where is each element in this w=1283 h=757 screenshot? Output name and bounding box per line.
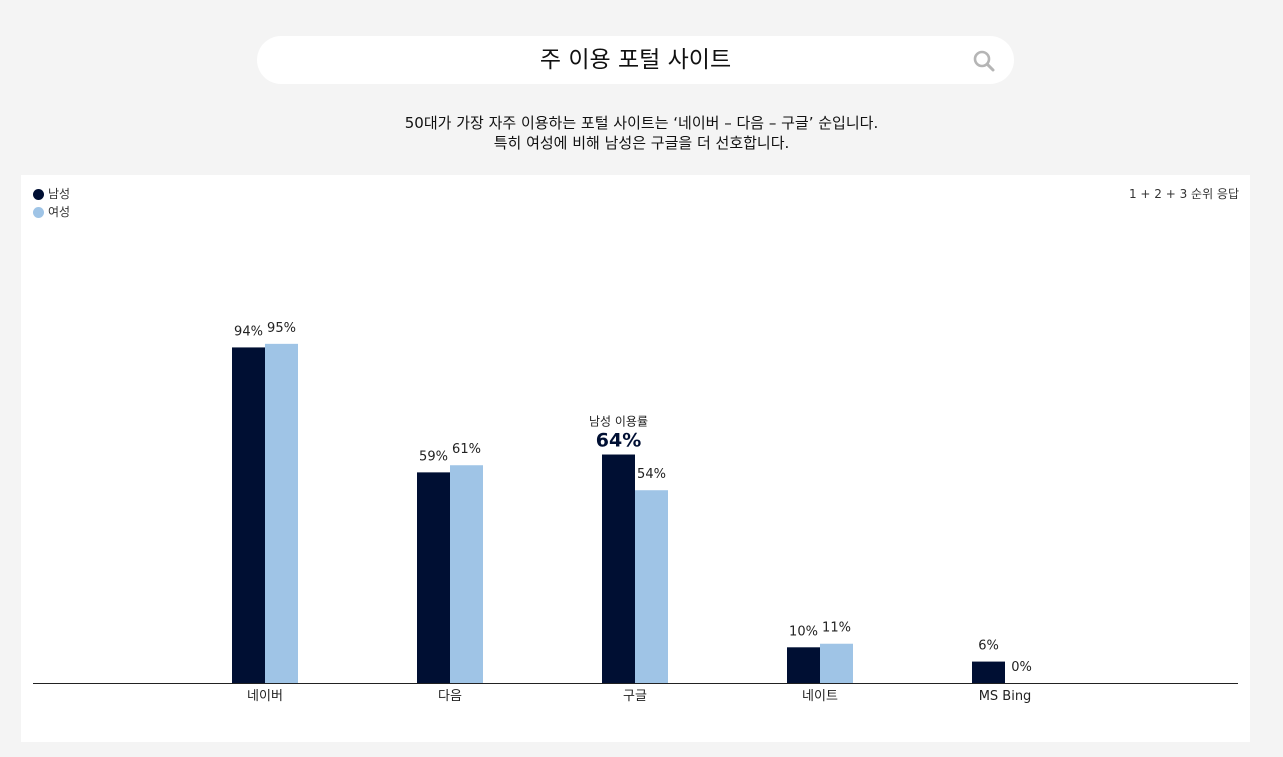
chart-description: 50대가 가장 자주 이용하는 포털 사이트는 ‘네이버 – 다음 – 구글’ … <box>0 113 1283 153</box>
legend-label-female: 여성 <box>48 205 71 219</box>
legend-item-male: 남성 <box>33 185 70 203</box>
data-label-bing-male: 6% <box>978 639 999 654</box>
tick-label-naver: 네이버 <box>247 689 283 704</box>
data-label-daum-female: 61% <box>452 442 481 457</box>
bar-daum-male <box>417 472 450 683</box>
highlight-value-label: 64% <box>596 430 641 452</box>
legend-item-female: 여성 <box>33 203 70 221</box>
chart-legend: 남성 여성 <box>33 185 70 221</box>
chart-panel: 남성 여성 1 + 2 + 3 순위 응답 94% 95% 네이버 59% 61% 다음 남… <box>21 175 1250 742</box>
data-label-naver-female: 95% <box>267 321 296 336</box>
legend-swatch-male <box>33 188 44 200</box>
legend-swatch-female <box>33 206 44 218</box>
data-label-google-female: 54% <box>637 467 666 482</box>
data-label-bing-female: 0% <box>1011 660 1032 675</box>
bar-naver-male <box>232 347 265 683</box>
bar-bing-male <box>972 661 1005 683</box>
bar-google-female <box>635 490 668 683</box>
data-label-naver-male: 94% <box>234 324 263 339</box>
bar-nate-male <box>787 647 820 683</box>
data-label-nate-male: 10% <box>789 624 818 639</box>
bar-nate-female <box>820 643 853 683</box>
tick-label-daum: 다음 <box>438 689 462 704</box>
bar-daum-female <box>450 465 483 683</box>
tick-label-bing: MS Bing <box>979 689 1032 704</box>
bar-google-male <box>602 454 635 683</box>
search-icon[interactable] <box>972 49 996 73</box>
highlight-caption: 남성 이용률 <box>589 415 648 429</box>
legend-label-male: 남성 <box>48 187 71 201</box>
data-label-nate-female: 11% <box>822 621 851 636</box>
search-bar[interactable]: 주 이용 포털 사이트 <box>257 36 1014 84</box>
response-note: 1 + 2 + 3 순위 응답 <box>1128 187 1239 201</box>
description-line-1: 50대가 가장 자주 이용하는 포털 사이트는 ‘네이버 – 다음 – 구글’ … <box>404 114 879 132</box>
tick-label-google: 구글 <box>623 689 647 704</box>
bar-naver-female <box>265 343 298 683</box>
description-line-2: 특히 여성에 비해 남성은 구글을 더 선호합니다. <box>493 134 790 152</box>
page-title: 주 이용 포털 사이트 <box>539 47 732 73</box>
data-label-daum-male: 59% <box>419 449 448 464</box>
tick-label-nate: 네이트 <box>802 689 838 704</box>
